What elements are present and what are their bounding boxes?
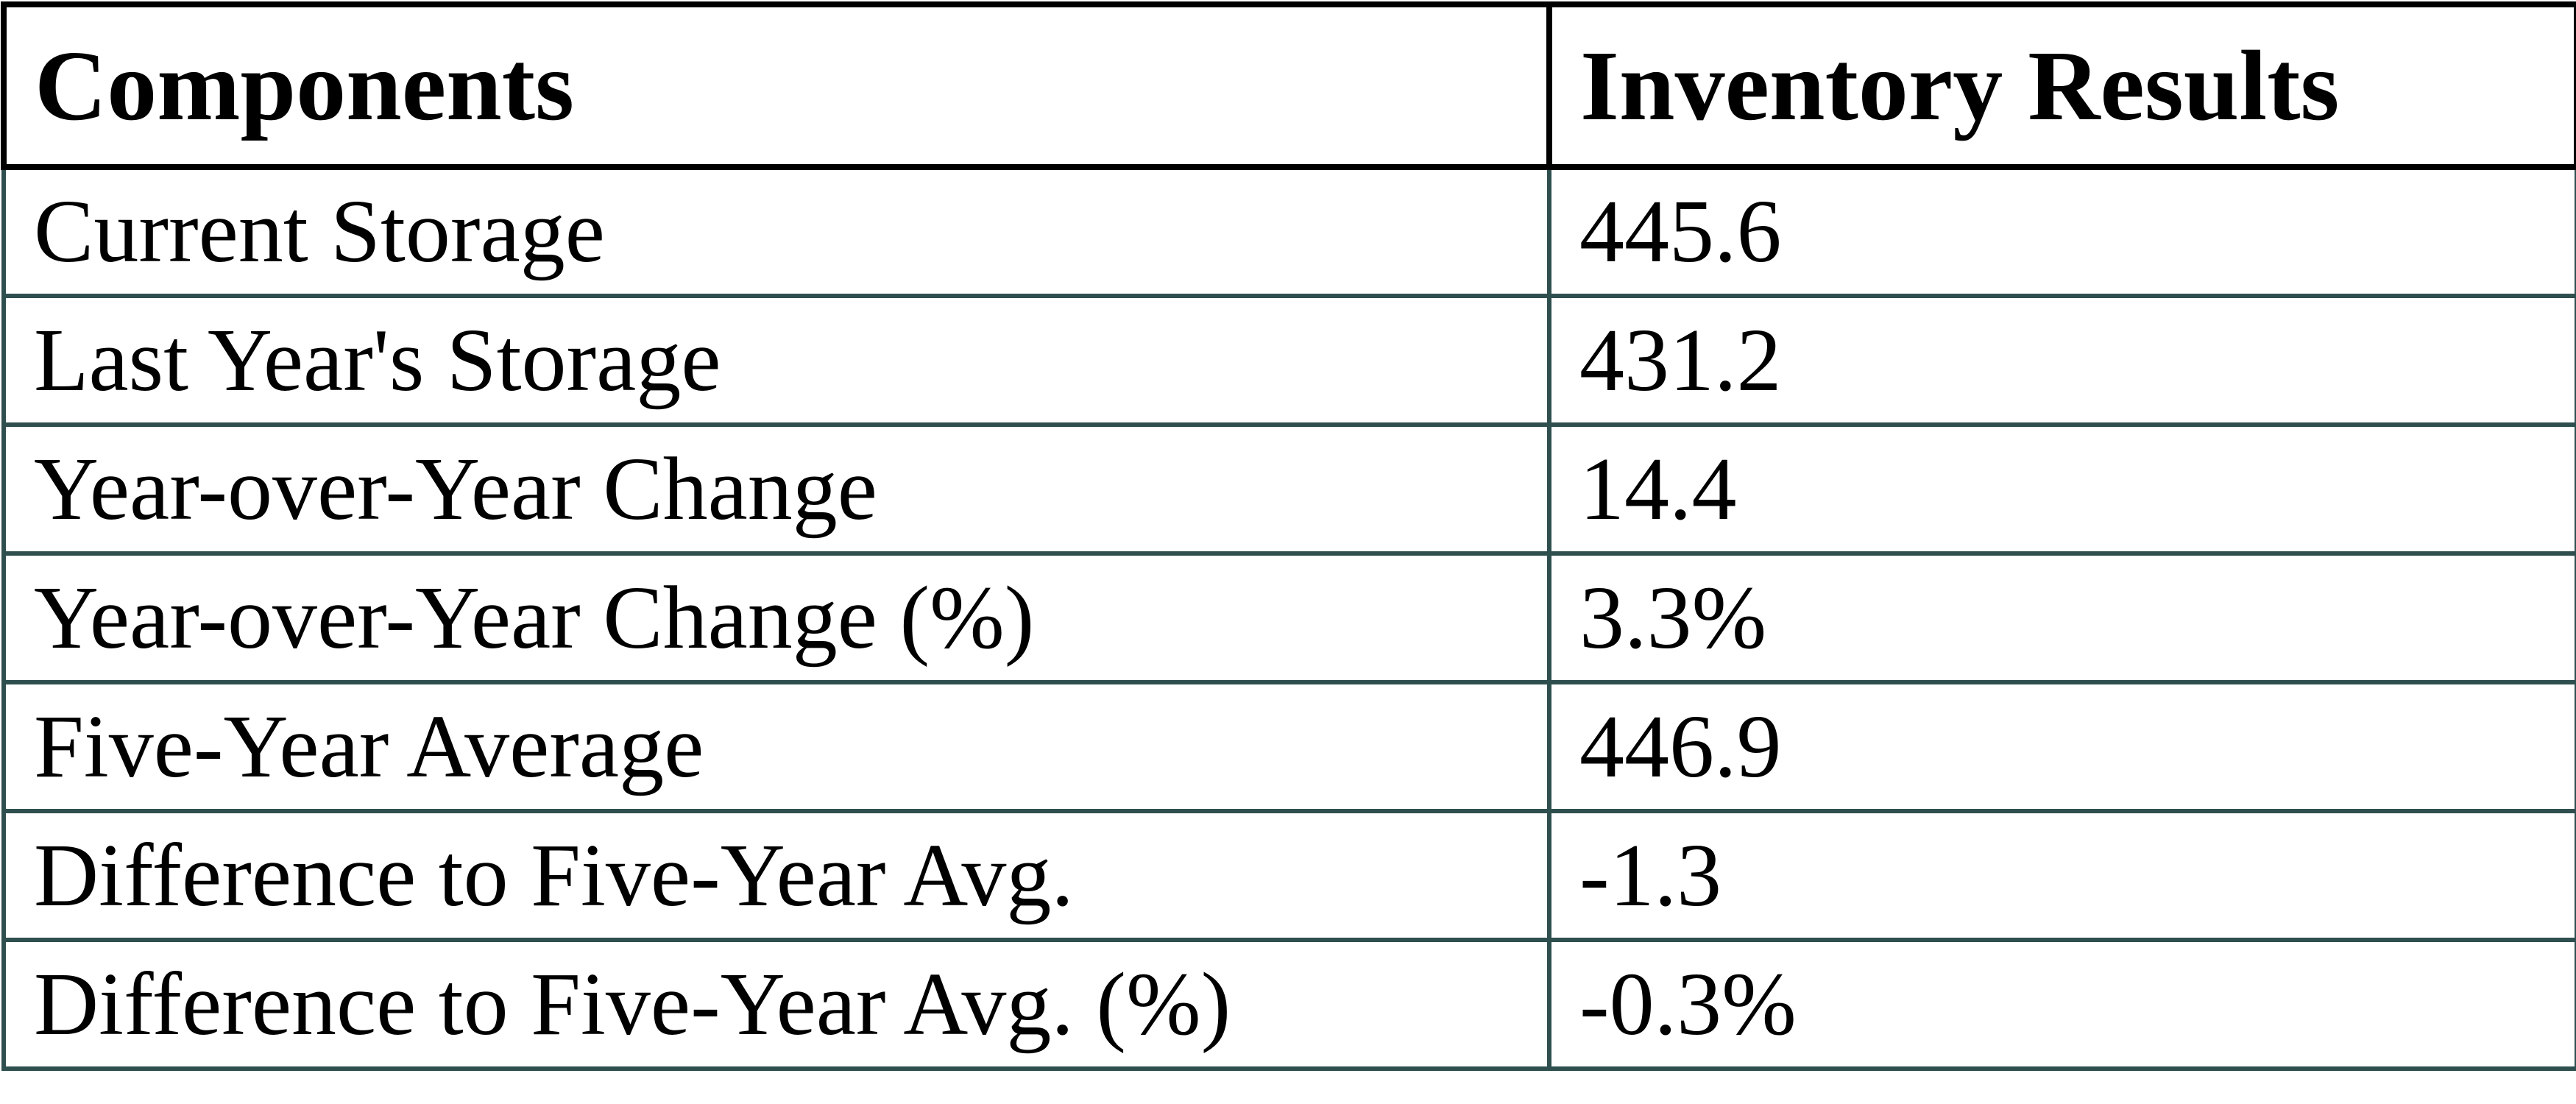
component-label-cell: Current Storage bbox=[1, 165, 1551, 298]
header-row: Components Inventory Results bbox=[1, 1, 2576, 170]
component-label-cell: Year-over-Year Change bbox=[1, 422, 1551, 556]
component-label-cell: Difference to Five-Year Avg. (%) bbox=[1, 938, 1551, 1071]
result-value-cell: 445.6 bbox=[1547, 165, 2576, 298]
table-row: Five-Year Average 446.9 bbox=[1, 680, 2576, 813]
component-label-cell: Difference to Five-Year Avg. bbox=[1, 809, 1551, 942]
result-value-cell: 3.3% bbox=[1547, 551, 2576, 684]
table-row: Last Year's Storage 431.2 bbox=[1, 294, 2576, 427]
table-row: Current Storage 445.6 bbox=[1, 165, 2576, 298]
component-label-cell: Year-over-Year Change (%) bbox=[1, 551, 1551, 684]
result-value-cell: 431.2 bbox=[1547, 294, 2576, 427]
column-header-inventory-results: Inventory Results bbox=[1546, 1, 2576, 170]
result-value-cell: 14.4 bbox=[1547, 422, 2576, 556]
table-row: Difference to Five-Year Avg. -1.3 bbox=[1, 809, 2576, 942]
component-label-cell: Five-Year Average bbox=[1, 680, 1551, 813]
result-value-cell: 446.9 bbox=[1547, 680, 2576, 813]
table-row: Year-over-Year Change 14.4 bbox=[1, 422, 2576, 556]
component-label-cell: Last Year's Storage bbox=[1, 294, 1551, 427]
table-row: Difference to Five-Year Avg. (%) -0.3% bbox=[1, 938, 2576, 1071]
table-row: Year-over-Year Change (%) 3.3% bbox=[1, 551, 2576, 684]
column-header-components: Components bbox=[1, 1, 1552, 170]
inventory-results-table: Components Inventory Results Current Sto… bbox=[1, 1, 2576, 1071]
result-value-cell: -0.3% bbox=[1547, 938, 2576, 1071]
result-value-cell: -1.3 bbox=[1547, 809, 2576, 942]
